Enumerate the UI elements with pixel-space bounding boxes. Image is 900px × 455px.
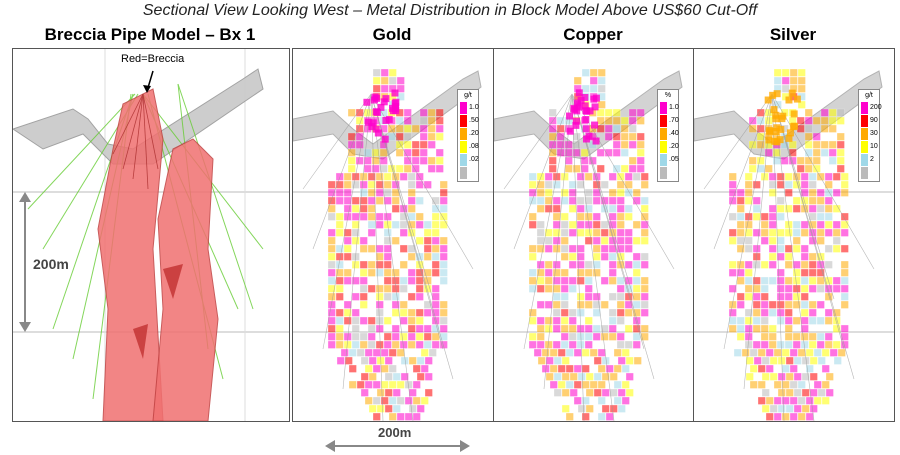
gold-legend-label: .08 — [469, 143, 479, 150]
copper-legend-row: .70 — [660, 114, 679, 127]
gold-legend-swatch — [460, 153, 467, 166]
copper-blocks — [528, 68, 649, 421]
gold-legend-swatch — [460, 140, 467, 153]
silver-legend-swatch — [861, 166, 868, 179]
gold-legend-row: .08 — [460, 140, 479, 153]
silver-legend-swatch — [861, 140, 868, 153]
copper-legend-unit: % — [664, 92, 672, 99]
gold-core — [363, 89, 400, 143]
copper-legend-label: .05 — [669, 156, 679, 163]
copper-legend-label: 1.0 — [669, 104, 679, 111]
copper-panel-title: Copper — [563, 25, 623, 44]
silver-legend-label: 90 — [870, 117, 878, 124]
silver-blocks — [728, 68, 849, 421]
copper-core — [566, 89, 600, 145]
gold-legend-swatch — [460, 127, 467, 140]
vertical-scale-label: 200m — [33, 256, 69, 272]
copper-legend-row: .05 — [660, 153, 679, 166]
copper-drill-lines — [503, 93, 675, 421]
copper-legend-row: .20 — [660, 140, 679, 153]
silver-legend-swatch — [861, 101, 868, 114]
silver-panel: g/t 200 90 30 10 2 — [693, 48, 895, 422]
breccia-annotation: Red=Breccia — [121, 53, 185, 65]
gold-legend-swatch — [460, 101, 467, 114]
silver-legend-label: 30 — [870, 130, 878, 137]
silver-legend-label: 200 — [870, 104, 882, 111]
silver-legend-row: 90 — [861, 114, 878, 127]
gold-blocks — [327, 68, 448, 421]
gold-panel-title: Gold — [372, 25, 412, 44]
copper-block-model — [494, 68, 693, 421]
silver-legend-row — [861, 166, 877, 179]
silver-legend-row: 30 — [861, 127, 878, 140]
breccia-panel: Red=Breccia 200m — [12, 48, 290, 422]
gold-legend-swatch — [460, 166, 467, 179]
copper-legend-row: 1.0 — [660, 101, 679, 114]
gold-legend-row: .02 — [460, 153, 479, 166]
gold-legend-row: .50 — [460, 114, 479, 127]
copper-legend-label: .70 — [669, 117, 679, 124]
silver-panel-title: Silver — [769, 25, 817, 44]
gold-legend-swatch — [460, 114, 467, 127]
gold-legend-row: .20 — [460, 127, 479, 140]
copper-legend-swatch — [660, 153, 667, 166]
silver-block-model — [694, 68, 894, 421]
copper-legend-label: .40 — [669, 130, 679, 137]
copper-legend-swatch — [660, 166, 667, 179]
silver-legend-label: 10 — [870, 143, 878, 150]
silver-legend-swatch — [861, 153, 868, 166]
silver-legend-row: 2 — [861, 153, 877, 166]
figure-title: Sectional View Looking West – Metal Dist… — [142, 2, 758, 19]
silver-core — [764, 89, 801, 146]
silver-legend-unit: g/t — [865, 92, 873, 99]
silver-legend-row: 10 — [861, 140, 878, 153]
gold-legend-label: .20 — [469, 130, 479, 137]
copper-panel: % 1.0 .70 .40 .20 .05 — [493, 48, 694, 422]
gold-legend-row: 1.0 — [460, 101, 479, 114]
copper-legend: % 1.0 .70 .40 .20 .05 — [657, 89, 679, 182]
gold-legend-unit: g/t — [464, 92, 472, 99]
breccia-3d-model — [13, 49, 289, 421]
gold-block-model — [293, 68, 493, 421]
gold-panel: g/t 1.0 .50 .20 .08 .02 — [292, 48, 494, 422]
silver-legend-swatch — [861, 127, 868, 140]
gold-legend-label: .02 — [469, 156, 479, 163]
gold-legend: g/t 1.0 .50 .20 .08 .02 — [457, 89, 479, 182]
copper-legend-swatch — [660, 114, 667, 127]
silver-legend-row: 200 — [861, 101, 882, 114]
copper-legend-swatch — [660, 140, 667, 153]
silver-legend-label: 2 — [870, 156, 874, 163]
silver-legend-swatch — [861, 114, 868, 127]
gold-legend-label: 1.0 — [469, 104, 479, 111]
horizontal-scale-arrow — [325, 440, 470, 452]
copper-legend-row: .40 — [660, 127, 679, 140]
copper-legend-row — [660, 166, 676, 179]
copper-legend-swatch — [660, 101, 667, 114]
gold-legend-row — [460, 166, 476, 179]
horizontal-scale-label: 200m — [378, 425, 412, 440]
copper-legend-swatch — [660, 127, 667, 140]
gold-legend-label: .50 — [469, 117, 479, 124]
breccia-panel-title: Breccia Pipe Model – Bx 1 — [44, 25, 256, 44]
copper-legend-label: .20 — [669, 143, 679, 150]
silver-legend: g/t 200 90 30 10 2 — [858, 89, 882, 182]
